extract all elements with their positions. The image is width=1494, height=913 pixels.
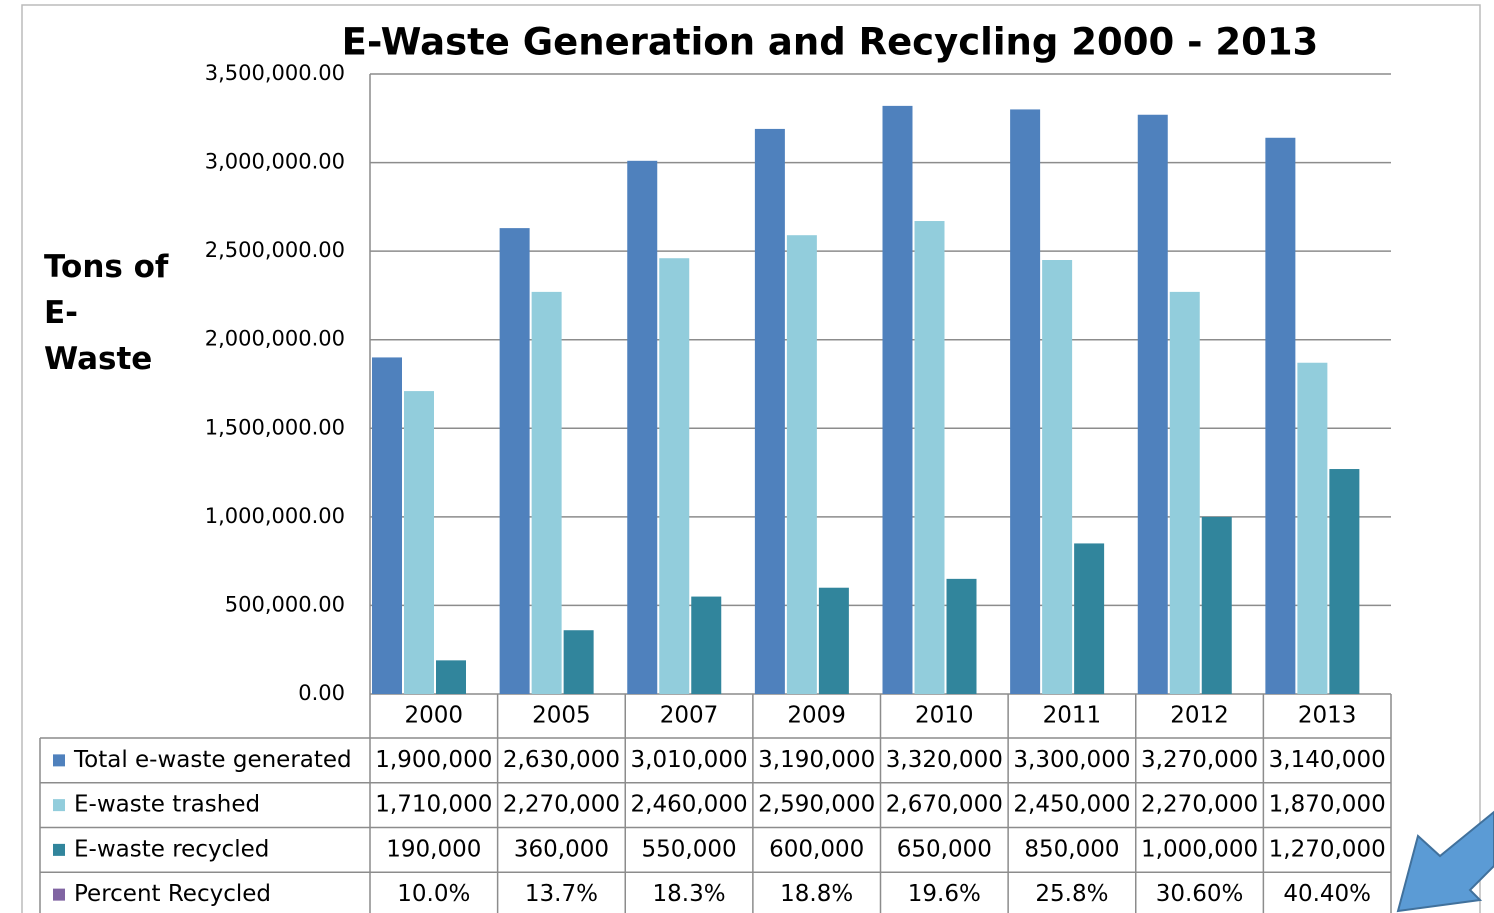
table-cell: 850,000	[1024, 836, 1119, 862]
table-cell: 3,320,000	[886, 747, 1003, 773]
table-cell: 2,450,000	[1013, 792, 1130, 818]
table-cell: 1,000,000	[1141, 836, 1258, 862]
legend-label: Percent Recycled	[74, 881, 271, 907]
x-tick-label: 2005	[532, 703, 591, 729]
y-tick-label: 2,500,000.00	[205, 238, 345, 262]
legend-label: Total e-waste generated	[73, 747, 352, 773]
x-tick-label: 2012	[1170, 703, 1229, 729]
table-cell: 13.7%	[525, 881, 598, 907]
table-cell: 190,000	[386, 836, 481, 862]
table-cell: 10.0%	[397, 881, 470, 907]
table-cell: 3,190,000	[758, 747, 875, 773]
table-cell: 3,140,000	[1269, 747, 1386, 773]
legend-label: E-waste recycled	[74, 836, 269, 862]
y-axis-label: Tons of E-Waste	[44, 249, 169, 377]
bar	[1169, 291, 1200, 694]
table-cell: 650,000	[897, 836, 992, 862]
table-cell: 360,000	[514, 836, 609, 862]
table-cell: 1,870,000	[1269, 792, 1386, 818]
bar	[786, 235, 817, 694]
x-tick-label: 2011	[1043, 703, 1102, 729]
bar	[563, 630, 594, 694]
y-tick-label: 1,500,000.00	[205, 415, 345, 439]
x-tick-label: 2010	[915, 703, 974, 729]
table-cell: 18.3%	[653, 881, 726, 907]
bar	[436, 660, 466, 694]
y-tick-label: 3,500,000.00	[205, 61, 345, 85]
bar	[1329, 469, 1360, 694]
legend-label: E-waste trashed	[74, 792, 260, 818]
bar	[499, 228, 530, 694]
bar	[754, 128, 785, 694]
table-cell: 2,630,000	[503, 747, 620, 773]
bar	[946, 578, 977, 694]
y-tick-label: 1,000,000.00	[205, 504, 345, 528]
table-cell: 2,590,000	[758, 792, 875, 818]
bar	[691, 596, 722, 694]
y-tick-label: 3,000,000.00	[205, 150, 345, 174]
bar	[882, 105, 913, 694]
table-cell: 2,270,000	[503, 792, 620, 818]
bar	[1042, 260, 1073, 694]
bar	[1137, 114, 1168, 694]
bar	[1265, 137, 1296, 694]
bar	[531, 291, 562, 694]
x-tick-label: 2007	[660, 703, 719, 729]
table-cell: 2,270,000	[1141, 792, 1258, 818]
bar	[1297, 362, 1328, 694]
table-cell: 1,710,000	[375, 792, 492, 818]
legend-marker	[53, 754, 65, 767]
bar	[914, 221, 945, 694]
y-tick-label: 500,000.00	[225, 592, 345, 616]
bar	[372, 357, 402, 694]
bar	[1074, 543, 1105, 694]
bar	[627, 160, 658, 695]
x-tick-label: 2013	[1298, 703, 1357, 729]
table-cell: 1,270,000	[1269, 836, 1386, 862]
table-cell: 3,300,000	[1013, 747, 1130, 773]
frame	[21, 4, 1481, 913]
table-cell: 2,670,000	[886, 792, 1003, 818]
table-cell: 1,900,000	[375, 747, 492, 773]
y-tick-label: 0.00	[298, 681, 345, 705]
legend-marker	[53, 888, 65, 901]
x-tick-label: 2009	[787, 703, 846, 729]
table-cell: 25.8%	[1035, 881, 1108, 907]
table-cell: 2,460,000	[631, 792, 748, 818]
x-tick-label: 2000	[405, 703, 464, 729]
bar	[818, 587, 849, 694]
bar	[659, 258, 690, 694]
legend-marker	[53, 843, 65, 856]
table-cell: 19.6%	[908, 881, 981, 907]
arrow	[1396, 810, 1494, 913]
bar	[404, 391, 434, 694]
legend-marker	[53, 799, 65, 812]
table-cell: 3,010,000	[631, 747, 748, 773]
bar	[1010, 109, 1041, 694]
bar	[1201, 516, 1232, 694]
table-cell: 600,000	[769, 836, 864, 862]
chart-title: E-Waste Generation and Recycling 2000 - …	[342, 21, 1319, 64]
table-cell: 40.40%	[1283, 881, 1371, 907]
table-cell: 3,270,000	[1141, 747, 1258, 773]
table-cell: 550,000	[642, 836, 737, 862]
table-cell: 30.60%	[1156, 881, 1244, 907]
table-cell: 18.8%	[780, 881, 853, 907]
y-tick-label: 2,000,000.00	[205, 327, 345, 351]
